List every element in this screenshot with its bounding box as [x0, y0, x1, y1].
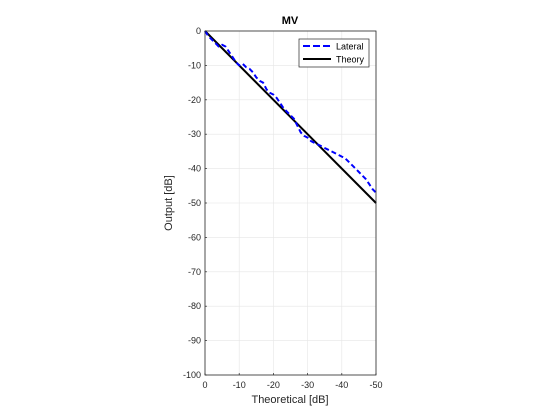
- x-tick-label: 0: [202, 380, 207, 390]
- y-tick-label: 0: [196, 26, 201, 36]
- x-tick-label: -50: [369, 380, 382, 390]
- y-axis-label: Output [dB]: [163, 175, 175, 231]
- legend-label-lateral: Lateral: [336, 42, 364, 52]
- y-tick-label: -20: [188, 95, 201, 105]
- chart-title: MV: [282, 15, 299, 27]
- y-tick-label: -40: [188, 164, 201, 174]
- tick-layer: 0 -10 -20 -30 -40 -50 0 -10 -20 -30 -40 -50 -60 -70 -8…: [183, 26, 383, 390]
- series-line-lateral: [204, 30, 377, 194]
- legend-box: [298, 38, 370, 68]
- legend-label-theory: Theory: [336, 55, 365, 65]
- x-tick-label: -10: [233, 380, 246, 390]
- y-tick-label: -30: [188, 129, 201, 139]
- y-tick-label: -70: [188, 267, 201, 277]
- y-tick-label: -60: [188, 232, 201, 242]
- x-axis-label: Theoretical [dB]: [251, 394, 328, 406]
- y-tick-label: -100: [183, 370, 201, 380]
- y-tick-label: -90: [188, 336, 201, 346]
- y-tick-label: -10: [188, 60, 201, 70]
- y-tick-label: -80: [188, 301, 201, 311]
- legend: Lateral Theory: [298, 38, 370, 68]
- series-layer: [204, 30, 377, 204]
- y-tick-label: -50: [188, 198, 201, 208]
- x-tick-label: -40: [335, 380, 348, 390]
- x-tick-label: -30: [301, 380, 314, 390]
- x-tick-label: -20: [267, 380, 280, 390]
